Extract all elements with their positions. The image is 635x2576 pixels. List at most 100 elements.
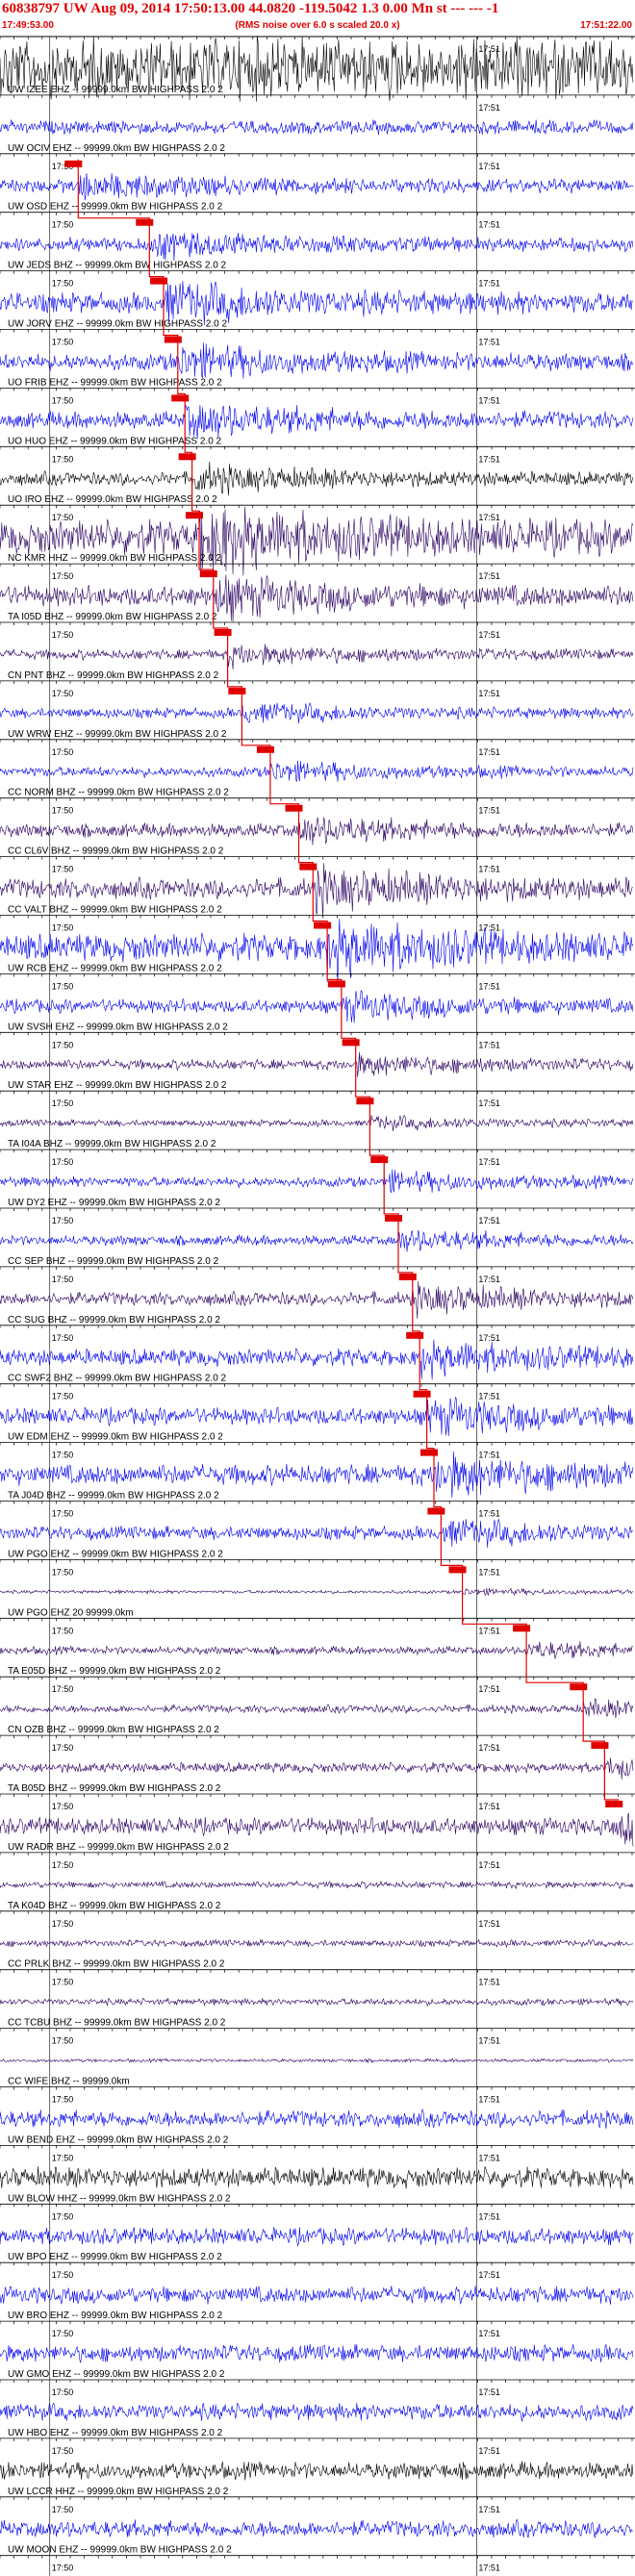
waveform: [0, 1641, 634, 1659]
channel-label: UW RADR BHZ -- 99999.0km BW HIGHPASS 2.0…: [8, 1842, 229, 1853]
waveform: [0, 1997, 634, 2008]
channel-label: CN OZB BHZ -- 99999.0km BW HIGHPASS 2.0 …: [8, 1725, 219, 1735]
waveform: [0, 2402, 634, 2422]
trace-row: 17:50 17:51 CC TCBU BHZ -- 99999.0km BW HI…: [0, 1969, 635, 2030]
pick-marker: [406, 1331, 424, 1339]
minute-label: 17:51: [478, 1392, 500, 1402]
pick-marker: [570, 1683, 588, 1691]
trace-row: 17:50 17:51 UW RADR BHZ -- 99999.0km BW HI…: [0, 1794, 635, 1854]
minute-label: 17:51: [478, 1216, 500, 1225]
trace-row: 17:50 17:51 CC NORM BHZ -- 99999.0km BW HI…: [0, 739, 635, 799]
waveform: [0, 461, 634, 496]
minute-label: 17:50: [52, 2211, 74, 2221]
minute-label: 17:51: [478, 2036, 500, 2046]
minute-label: 17:51: [478, 2563, 500, 2573]
minute-label: 17:51: [478, 981, 500, 991]
time-ticks: [0, 388, 633, 391]
minute-label: 17:50: [52, 1509, 74, 1519]
minute-label: 17:51: [478, 103, 500, 113]
waveform: [0, 1230, 634, 1252]
time-ticks: [0, 797, 633, 801]
minute-label: 17:50: [52, 1451, 74, 1460]
minute-label: 17:51: [478, 1626, 500, 1635]
minute-label: 17:51: [478, 2446, 500, 2456]
channel-label: UW LCCR HHZ -- 99999.0km BW HIGHPASS 2.0…: [8, 2487, 229, 2497]
minute-label: 17:50: [52, 747, 74, 757]
channel-label: CN PNT BHZ -- 99999.0km BW HIGHPASS 2.0 …: [8, 670, 219, 681]
channel-label: UO IRO EHZ -- 99999.0km BW HIGHPASS 2.0 …: [8, 494, 217, 505]
time-ticks: [0, 680, 633, 684]
channel-label: UW BLOW HHZ -- 99999.0km BW HIGHPASS 2.0…: [8, 2193, 231, 2204]
trace-row: 17:50 17:51 UW GMO EHZ -- 99999.0km BW HIG…: [0, 2321, 635, 2381]
waveform: [0, 817, 634, 846]
minute-label: 17:50: [52, 1860, 74, 1870]
waveform: [0, 2286, 634, 2305]
waveform: [0, 863, 633, 918]
trace-row: 17:50 17:51 TA I04A BHZ -- 99999.0km BW HI…: [0, 1091, 635, 1150]
channel-label: UW RCB EHZ -- 99999.0km BW HIGHPASS 2.0 …: [8, 963, 222, 973]
time-ticks: [0, 1735, 633, 1739]
channel-label: TA K04D BHZ -- 99999.0km BW HIGHPASS 2.0…: [8, 1901, 221, 1911]
waveform: [0, 702, 634, 724]
minute-label: 17:51: [478, 806, 500, 816]
pick-marker: [136, 218, 154, 226]
minute-label: 17:50: [52, 865, 74, 874]
channel-label: UW MOON EHZ -- 99999.0km BW HIGHPASS 2.0…: [8, 2545, 232, 2556]
trace-row: 17:50 17:51 UW JEDS BHZ -- 99999.0km BW HI…: [0, 212, 635, 272]
minute-label: 17:50: [52, 2270, 74, 2280]
channel-label: CC SEP BHZ -- 99999.0km BW HIGHPASS 2.0 …: [8, 1256, 219, 1267]
channel-label: TA J04D BHZ -- 99999.0km BW HIGHPASS 2.0…: [8, 1491, 219, 1502]
channel-label: CC NORM BHZ -- 99999.0km BW HIGHPASS 2.0…: [8, 788, 229, 798]
minute-label: 17:51: [478, 2329, 500, 2338]
waveform: [0, 1812, 634, 1847]
time-ticks: [0, 1208, 633, 1211]
minute-label: 17:51: [478, 1860, 500, 1870]
waveform: [0, 1051, 634, 1077]
time-ticks: [0, 1618, 633, 1622]
trace-row: 17:50 17:51 CC SUG BHZ -- 99999.0km BW HIG…: [0, 1266, 635, 1326]
pick-marker: [370, 1156, 389, 1164]
time-ticks: [0, 1677, 633, 1680]
minute-label: 17:50: [52, 162, 74, 171]
channel-label: CC WIFE BHZ -- 99999.0km: [8, 2077, 130, 2087]
waveform: [0, 2058, 634, 2064]
trace-row: 17:50 17:51 UW EDM EHZ -- 99999.0km BW HIG…: [0, 1383, 635, 1443]
pick-marker: [228, 687, 246, 695]
trace-row: 17:50 17:51 UW MOON EHZ -- 99999.0km BW HI…: [0, 2496, 635, 2557]
minute-label: 17:51: [478, 1451, 500, 1460]
channel-label: UW JORV EHZ -- 99999.0km BW HIGHPASS 2.0…: [8, 319, 227, 330]
trace-row: 17:50 17:51 UW BRO EHZ -- 99999.0km BW HIG…: [0, 2262, 635, 2322]
minute-label: 17:50: [52, 1802, 74, 1811]
pick-marker: [605, 1801, 623, 1807]
time-ticks: [0, 505, 633, 509]
minute-label: 17:50: [52, 689, 74, 698]
trace-row: 17:50 17:51 UW SVSH EHZ -- 99999.0km BW HI…: [0, 973, 635, 1033]
minute-label: 17:51: [478, 1275, 500, 1284]
pick-marker: [385, 1215, 403, 1222]
trace-row: 17:50 17:51 UW BLOW HHZ -- 99999.0km BW HI…: [0, 2145, 635, 2205]
channel-label: NC KMR HHZ -- 99999.0km BW HIGHPASS 2.0 …: [8, 553, 222, 564]
trace-row: 17:50 17:51 UO FRIB EHZ -- 99999.0km BW HI…: [0, 329, 635, 389]
trace-row: 17:50 17:51 UW JORV EHZ -- 99999.0km BW HI…: [0, 270, 635, 330]
time-ticks: [0, 1383, 633, 1387]
minute-label: 17:51: [478, 1743, 500, 1753]
minute-label: 17:51: [478, 1919, 500, 1929]
minute-label: 17:51: [478, 2270, 500, 2280]
pick-marker: [327, 980, 345, 988]
minute-label: 17:50: [52, 220, 74, 230]
waveform: [0, 919, 634, 984]
time-ticks: [0, 1266, 633, 1270]
minute-label: 17:50: [52, 2329, 74, 2338]
waveform: [0, 644, 634, 669]
pick-marker: [413, 1390, 431, 1398]
waveform: [0, 1757, 634, 1780]
minute-label: 17:51: [478, 162, 500, 171]
channel-label: TA E05D BHZ -- 99999.0km BW HIGHPASS 2.0…: [8, 1666, 221, 1677]
minute-label: 17:50: [52, 1626, 74, 1635]
time-ticks: [0, 1794, 633, 1797]
minute-label: 17:50: [52, 1919, 74, 1929]
waveform: [0, 281, 633, 325]
channel-label: UW DY2 EHZ -- 99999.0km BW HIGHPASS 2.0 …: [8, 1198, 220, 1208]
minute-label: 17:51: [478, 865, 500, 874]
channel-label: TA I05D BHZ -- 99999.0km BW HIGHPASS 2.0…: [8, 612, 217, 622]
